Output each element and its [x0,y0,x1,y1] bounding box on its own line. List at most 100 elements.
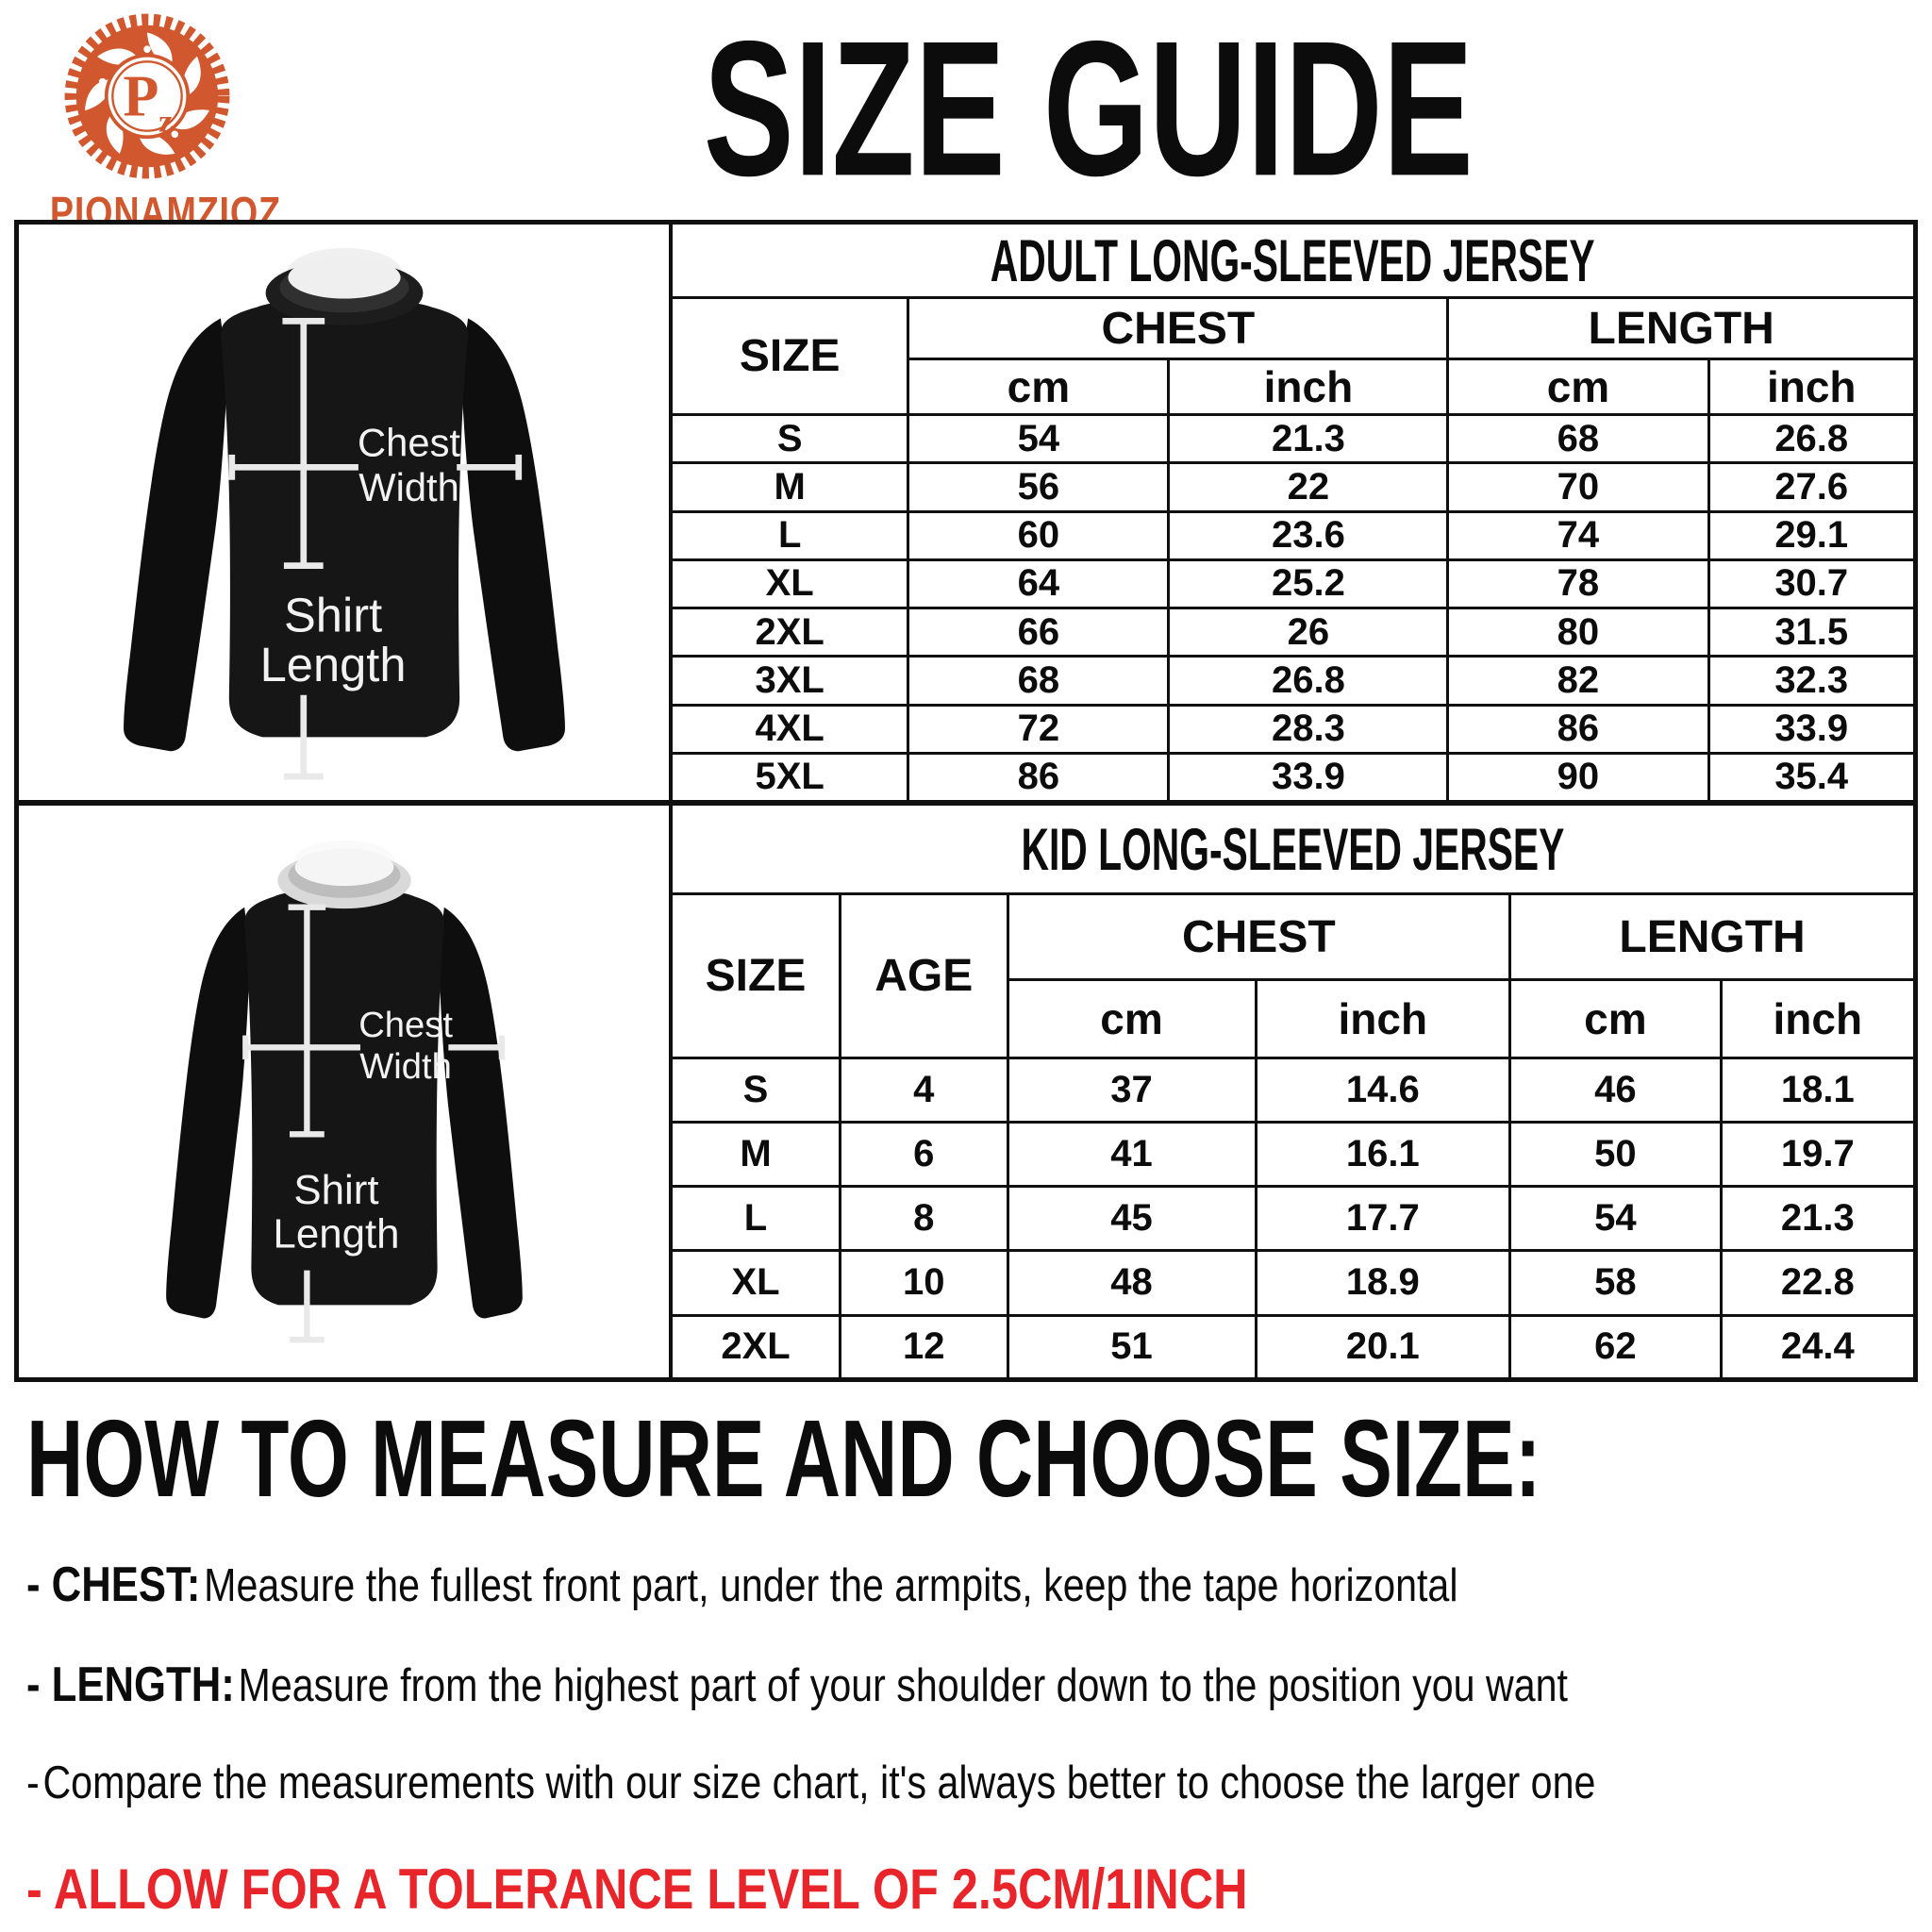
length-cm-cell: 80 [1446,606,1710,658]
kid-col-length: LENGTH [1508,892,1913,981]
size-cell: 2XL [673,606,910,658]
adult-chest-inch: inch [1167,358,1450,416]
adult-col-length: LENGTH [1446,296,1913,360]
length-cm-cell: 50 [1508,1121,1723,1189]
chest-inch-cell: 18.9 [1254,1249,1512,1317]
adult-jersey-image: Chest Width Shirt Length [123,247,565,780]
kid-col-size: SIZE [673,892,842,1059]
kid-shirt-panel: Chest Width Shirt Length [19,806,673,1377]
length-inch-cell: 24.4 [1719,1313,1913,1377]
length-inch-cell: 29.1 [1707,509,1913,561]
length-instruction: - LENGTH: Measure from the highest part … [26,1657,1913,1713]
length-inch-cell: 35.4 [1707,751,1913,800]
kid-table-row: S 4 37 14.6 46 18.1 [673,1056,1913,1124]
kid-table-panel: KID LONG-SLEEVED JERSEY SIZE AGE CHEST L… [673,806,1913,1377]
kid-chest-cm: cm [1008,978,1257,1059]
kid-chest-label-line1: Chest [358,1005,453,1045]
logo-monogram-main: P [123,65,158,129]
age-cell: 10 [839,1249,1009,1317]
chest-inch-cell: 28.3 [1167,703,1450,755]
kid-jersey-image: Chest Width Shirt Length [165,840,523,1343]
size-cell: 5XL [673,751,910,800]
size-cell: M [673,1121,842,1189]
length-cm-cell: 68 [1446,412,1710,465]
chest-inch-cell: 20.1 [1254,1313,1512,1377]
length-inch-cell: 27.6 [1707,461,1913,513]
size-cell: L [673,509,910,561]
chest-instruction-label: - CHEST: [26,1557,201,1612]
length-cm-cell: 74 [1446,509,1710,561]
length-cm-cell: 78 [1446,558,1710,610]
compare-instruction-text: Compare the measurements with our size c… [42,1757,1596,1808]
length-cm-cell: 90 [1446,751,1710,800]
chest-instruction-text: Measure the fullest front part, under th… [204,1560,1458,1611]
length-inch-cell: 18.1 [1719,1056,1913,1124]
adult-table-row: 5XL 86 33.9 90 35.4 [673,751,1913,800]
kid-size-table: KID LONG-SLEEVED JERSEY SIZE AGE CHEST L… [673,806,1913,1377]
size-cell: S [673,1056,842,1124]
adult-col-chest: CHEST [907,296,1450,360]
kid-table-row: XL 10 48 18.9 58 22.8 [673,1249,1913,1317]
size-cell: S [673,412,910,465]
kid-col-age: AGE [839,892,1009,1059]
logo-monogram-sub: z [158,105,173,140]
size-cell: XL [673,558,910,610]
chest-inch-cell: 16.1 [1254,1121,1512,1189]
kid-length-cm: cm [1508,978,1723,1059]
length-cm-cell: 58 [1508,1249,1723,1317]
adult-length-label-line1: Shirt [283,589,381,642]
kid-chest-label-line2: Width [359,1046,452,1087]
chest-inch-cell: 33.9 [1167,751,1450,800]
kid-table-row: 2XL 12 51 20.1 62 24.4 [673,1313,1913,1377]
size-cell: XL [673,1249,842,1317]
adult-table-row: L 60 23.6 74 29.1 [673,509,1913,561]
length-cm-cell: 82 [1446,655,1710,707]
adult-table-title: ADULT LONG-SLEEVED JERSEY [673,225,1913,299]
chest-cm-cell: 48 [1006,1249,1257,1317]
chest-cm-cell: 56 [907,461,1171,513]
length-instruction-text: Measure from the highest part of your sh… [238,1660,1568,1711]
length-cm-cell: 86 [1446,703,1710,755]
length-cm-cell: 54 [1508,1185,1723,1253]
size-cell: L [673,1185,842,1253]
length-cm-cell: 46 [1508,1056,1723,1124]
adult-table-row: M 56 22 70 27.6 [673,461,1913,513]
size-cell: 4XL [673,703,910,755]
length-cm-cell: 62 [1508,1313,1723,1377]
kid-table-row: M 6 41 16.1 50 19.7 [673,1121,1913,1189]
adult-chest-label-line1: Chest [358,420,460,464]
tolerance-note-text: - ALLOW FOR A TOLERANCE LEVEL OF 2.5CM/1… [26,1857,1248,1921]
chest-inch-cell: 26.8 [1167,655,1450,707]
length-inch-cell: 19.7 [1719,1121,1913,1189]
adult-length-cm: cm [1446,358,1710,416]
size-cell: 2XL [673,1313,842,1377]
chest-cm-cell: 72 [907,703,1171,755]
chest-cm-cell: 68 [907,655,1171,707]
length-inch-cell: 31.5 [1707,606,1913,658]
chest-cm-cell: 41 [1006,1121,1257,1189]
length-instruction-label: - LENGTH: [26,1657,235,1712]
length-inch-cell: 26.8 [1707,412,1913,465]
length-inch-cell: 32.3 [1707,655,1913,707]
brand-logo-block: P z PIONAMZIOZ [25,8,280,238]
chest-cm-cell: 66 [907,606,1171,658]
chest-cm-cell: 60 [907,509,1171,561]
chest-inch-cell: 25.2 [1167,558,1450,610]
kid-table-title: KID LONG-SLEEVED JERSEY [673,806,1913,895]
adult-length-inch: inch [1707,358,1913,416]
chest-instruction: - CHEST: Measure the fullest front part,… [26,1557,1913,1613]
adult-size-table: ADULT LONG-SLEEVED JERSEY SIZE CHEST LEN… [673,225,1913,800]
age-cell: 8 [839,1185,1009,1253]
adult-table-row: 2XL 66 26 80 31.5 [673,606,1913,658]
size-cell: 3XL [673,655,910,707]
age-cell: 4 [839,1056,1009,1124]
age-cell: 12 [839,1313,1009,1377]
adult-table-panel: ADULT LONG-SLEEVED JERSEY SIZE CHEST LEN… [673,225,1913,806]
how-to-measure-section: HOW TO MEASURE AND CHOOSE SIZE: - CHEST:… [26,1404,1913,1922]
adult-chest-cm: cm [908,358,1171,416]
compare-instruction: - Compare the measurements with our size… [26,1757,1913,1809]
adult-table-row: 3XL 68 26.8 82 32.3 [673,655,1913,707]
adult-table-row: S 54 21.3 68 26.8 [673,412,1913,465]
chest-inch-cell: 14.6 [1254,1056,1512,1124]
size-cell: M [673,461,910,513]
